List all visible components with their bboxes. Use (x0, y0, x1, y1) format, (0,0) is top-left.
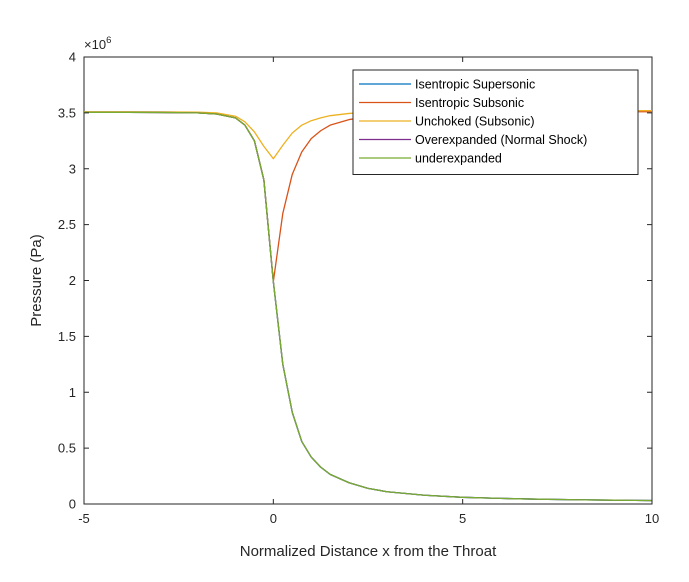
y-axis-label: Pressure (Pa) (28, 234, 45, 327)
y-tick-label: 1.5 (58, 329, 76, 344)
legend-entry: Unchoked (Subsonic) (415, 115, 535, 129)
y-tick-label: 2 (69, 273, 76, 288)
legend: Isentropic Supersonic Isentropic Subsonic… (352, 69, 639, 175)
x-tick-label: 10 (645, 511, 659, 526)
legend-entry: Isentropic Supersonic (415, 78, 535, 92)
legend-entry: Overexpanded (Normal Shock) (415, 133, 587, 147)
y-axis: 0 0.5 1 1.5 2 2.5 3 3.5 4 (58, 50, 652, 512)
y-axis-exponent: ×106 (84, 35, 111, 52)
x-tick-label: 0 (270, 511, 277, 526)
y-axis-exponent-power: 6 (106, 35, 111, 46)
x-axis-label: Normalized Distance x from the Throat (240, 543, 497, 560)
y-tick-label: 4 (69, 50, 76, 65)
y-axis-exponent-base: ×10 (84, 37, 106, 52)
legend-box (352, 69, 639, 175)
y-tick-label: 0 (69, 497, 76, 512)
y-tick-label: 1 (69, 385, 76, 400)
legend-entry: Isentropic Subsonic (415, 96, 524, 110)
x-axis: -5 0 5 10 (78, 57, 659, 526)
x-tick-label: 5 (459, 511, 466, 526)
y-tick-label: 3 (69, 161, 76, 176)
y-tick-label: 3.5 (58, 105, 76, 120)
y-tick-label: 2.5 (58, 217, 76, 232)
legend-entry: underexpanded (415, 152, 502, 166)
x-tick-label: -5 (78, 511, 90, 526)
y-tick-label: 0.5 (58, 441, 76, 456)
series-line-4 (84, 111, 653, 502)
